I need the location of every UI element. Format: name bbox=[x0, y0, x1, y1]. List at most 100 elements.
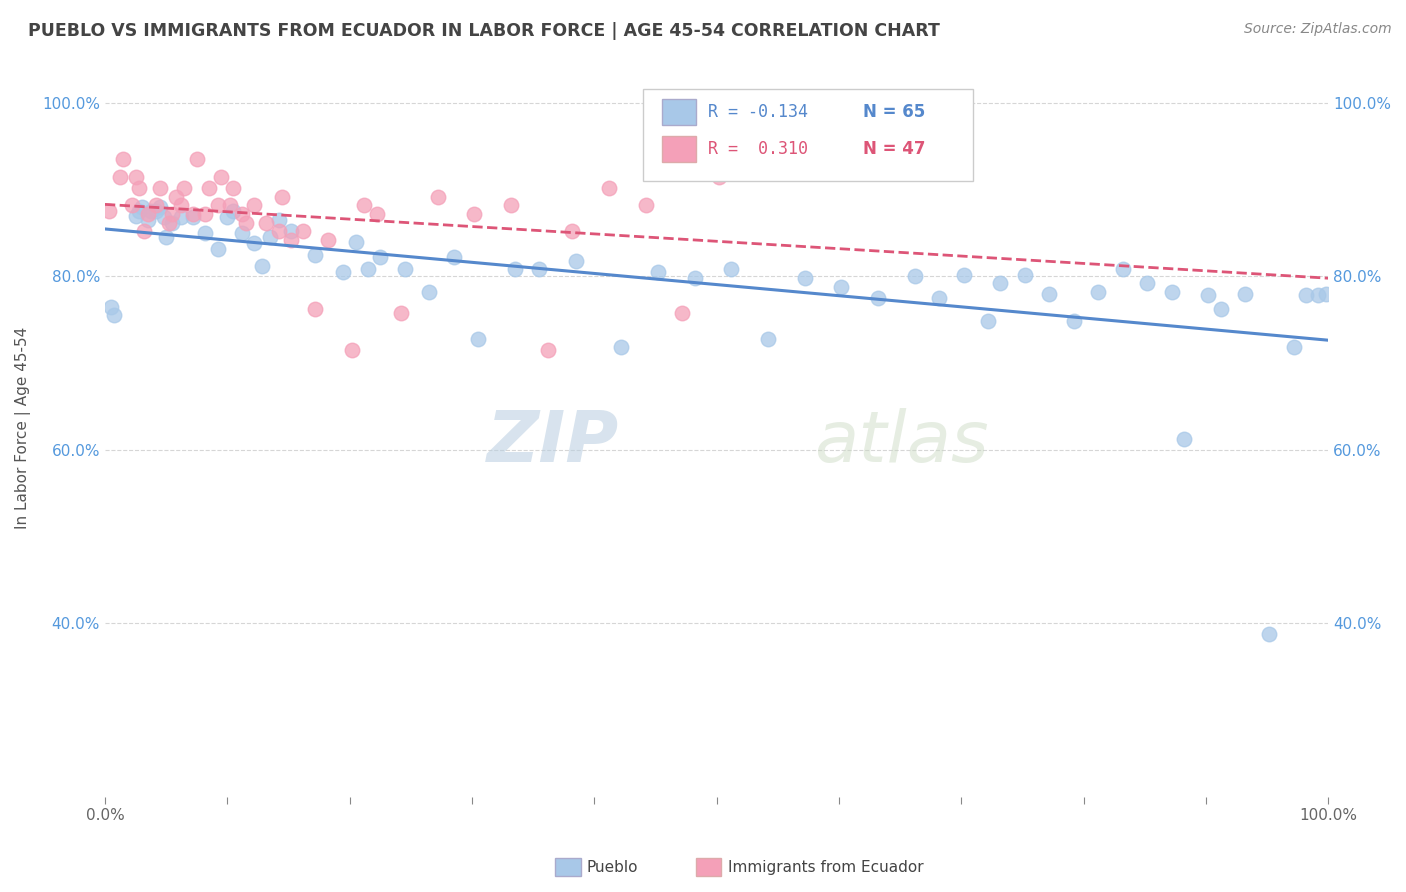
Text: Source: ZipAtlas.com: Source: ZipAtlas.com bbox=[1244, 22, 1392, 37]
Point bbox=[259, 230, 281, 244]
Point bbox=[1111, 262, 1133, 277]
Text: Pueblo: Pueblo bbox=[586, 861, 638, 875]
Bar bbox=[661, 99, 696, 125]
Point bbox=[209, 169, 232, 184]
Point bbox=[707, 169, 730, 184]
Point bbox=[353, 198, 375, 212]
Point bbox=[866, 291, 889, 305]
Point bbox=[128, 204, 150, 219]
Point bbox=[103, 309, 125, 323]
Text: R = -0.134: R = -0.134 bbox=[709, 103, 808, 121]
Point bbox=[235, 216, 257, 230]
Point bbox=[157, 216, 180, 230]
FancyBboxPatch shape bbox=[643, 89, 973, 181]
Point bbox=[671, 306, 693, 320]
Point bbox=[977, 314, 1000, 328]
Point bbox=[267, 213, 290, 227]
Point bbox=[443, 250, 465, 264]
Point bbox=[97, 204, 120, 219]
Point bbox=[1209, 302, 1232, 317]
Point bbox=[503, 262, 526, 277]
Point bbox=[720, 262, 742, 277]
Point bbox=[1087, 285, 1109, 299]
Point bbox=[124, 209, 146, 223]
Point bbox=[162, 207, 184, 221]
Point bbox=[1197, 288, 1219, 302]
Point bbox=[1014, 268, 1036, 282]
Bar bbox=[661, 136, 696, 162]
Point bbox=[218, 198, 240, 212]
Point bbox=[394, 262, 416, 277]
Point bbox=[1315, 286, 1337, 301]
Point bbox=[1136, 277, 1159, 291]
Point bbox=[112, 153, 135, 167]
Point bbox=[634, 198, 657, 212]
Point bbox=[304, 302, 326, 317]
Point bbox=[250, 259, 273, 273]
Point bbox=[207, 198, 229, 212]
Point bbox=[527, 262, 550, 277]
Point bbox=[389, 306, 412, 320]
Point bbox=[145, 198, 167, 212]
Point bbox=[145, 204, 167, 219]
Point bbox=[267, 224, 290, 238]
Point bbox=[131, 200, 153, 214]
Point bbox=[100, 300, 122, 314]
Point bbox=[537, 343, 560, 357]
Text: R =  0.310: R = 0.310 bbox=[709, 140, 808, 159]
Text: N = 47: N = 47 bbox=[863, 140, 925, 159]
Text: ZIP: ZIP bbox=[486, 409, 619, 477]
Point bbox=[952, 268, 974, 282]
Point bbox=[1282, 341, 1305, 355]
Point bbox=[304, 248, 326, 262]
Point bbox=[756, 332, 779, 346]
Point bbox=[149, 200, 172, 214]
Point bbox=[254, 216, 277, 230]
Point bbox=[683, 271, 706, 285]
Point bbox=[152, 211, 174, 225]
Point bbox=[132, 224, 155, 238]
Point bbox=[357, 262, 380, 277]
Point bbox=[141, 204, 163, 219]
Point bbox=[1038, 286, 1060, 301]
Point bbox=[280, 224, 302, 238]
Point bbox=[1295, 288, 1317, 302]
Point bbox=[181, 207, 204, 221]
Point bbox=[124, 169, 146, 184]
Point bbox=[280, 233, 302, 247]
Point bbox=[207, 242, 229, 256]
Point bbox=[366, 207, 388, 221]
Point bbox=[222, 181, 245, 195]
Point bbox=[170, 198, 193, 212]
Point bbox=[565, 253, 588, 268]
Point bbox=[340, 343, 363, 357]
Point bbox=[170, 211, 193, 225]
Point bbox=[186, 153, 208, 167]
Point bbox=[108, 169, 131, 184]
Point bbox=[647, 265, 669, 279]
Point bbox=[222, 204, 245, 219]
Point bbox=[793, 271, 815, 285]
Point bbox=[928, 291, 950, 305]
Point bbox=[136, 213, 159, 227]
Text: PUEBLO VS IMMIGRANTS FROM ECUADOR IN LABOR FORCE | AGE 45-54 CORRELATION CHART: PUEBLO VS IMMIGRANTS FROM ECUADOR IN LAB… bbox=[28, 22, 941, 40]
Point bbox=[243, 236, 266, 251]
Point bbox=[292, 224, 315, 238]
Point bbox=[463, 207, 485, 221]
Text: Immigrants from Ecuador: Immigrants from Ecuador bbox=[728, 861, 924, 875]
Point bbox=[136, 207, 159, 221]
Point bbox=[332, 265, 354, 279]
Point bbox=[499, 198, 522, 212]
Text: N = 65: N = 65 bbox=[863, 103, 925, 121]
Point bbox=[231, 226, 253, 240]
Point bbox=[1233, 286, 1256, 301]
Point bbox=[194, 207, 217, 221]
Point bbox=[194, 226, 217, 240]
Point bbox=[121, 198, 143, 212]
Point bbox=[610, 341, 633, 355]
Point bbox=[198, 181, 221, 195]
Point bbox=[988, 277, 1011, 291]
Y-axis label: In Labor Force | Age 45-54: In Labor Force | Age 45-54 bbox=[15, 327, 31, 529]
Point bbox=[1258, 626, 1281, 640]
Point bbox=[181, 211, 204, 225]
